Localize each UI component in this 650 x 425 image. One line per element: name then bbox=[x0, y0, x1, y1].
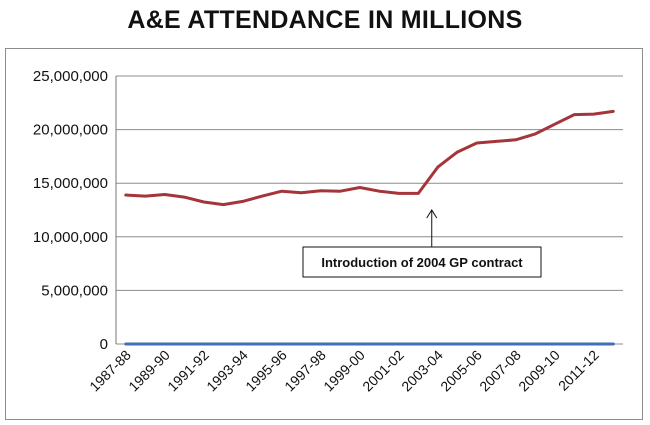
x-tick-label: 1991-92 bbox=[164, 347, 212, 395]
x-tick-label: 2003-04 bbox=[398, 347, 446, 395]
x-tick-label: 1997-98 bbox=[281, 347, 329, 395]
annotation-text: Introduction of 2004 GP contract bbox=[321, 255, 523, 270]
x-tick-label: 1989-90 bbox=[125, 347, 173, 395]
y-tick-label: 5,000,000 bbox=[41, 282, 108, 299]
chart-area: 0 5,000,000 10,000,000 15,000,000 20,000,000… bbox=[5, 48, 643, 420]
x-tick-label: 2005-06 bbox=[437, 347, 485, 395]
y-tick-label: 10,000,000 bbox=[33, 229, 108, 246]
x-tick-label: 1993-94 bbox=[203, 347, 251, 395]
series-line-1 bbox=[124, 109, 615, 207]
x-tick-label: 1987-88 bbox=[86, 347, 134, 395]
y-tick-label: 25,000,000 bbox=[33, 68, 108, 85]
x-tick-label: 2009-10 bbox=[515, 347, 563, 395]
x-tick-label: 2001-02 bbox=[359, 347, 407, 395]
x-tick-label: 1995-96 bbox=[242, 347, 290, 395]
line-chart: 0 5,000,000 10,000,000 15,000,000 20,000,000… bbox=[33, 68, 623, 395]
x-tick-label: 2011-12 bbox=[555, 347, 602, 394]
y-tick-label: 20,000,000 bbox=[33, 122, 108, 139]
x-tick-label: 1999-00 bbox=[320, 347, 368, 395]
annotation-box bbox=[302, 246, 542, 278]
annotation-arrow-head bbox=[426, 209, 438, 219]
chart-title: A&E ATTENDANCE IN MILLIONS bbox=[127, 6, 523, 34]
x-tick-label: 2007-08 bbox=[476, 347, 524, 395]
y-tick-label: 0 bbox=[100, 336, 108, 353]
y-tick-label: 15,000,000 bbox=[33, 175, 108, 192]
